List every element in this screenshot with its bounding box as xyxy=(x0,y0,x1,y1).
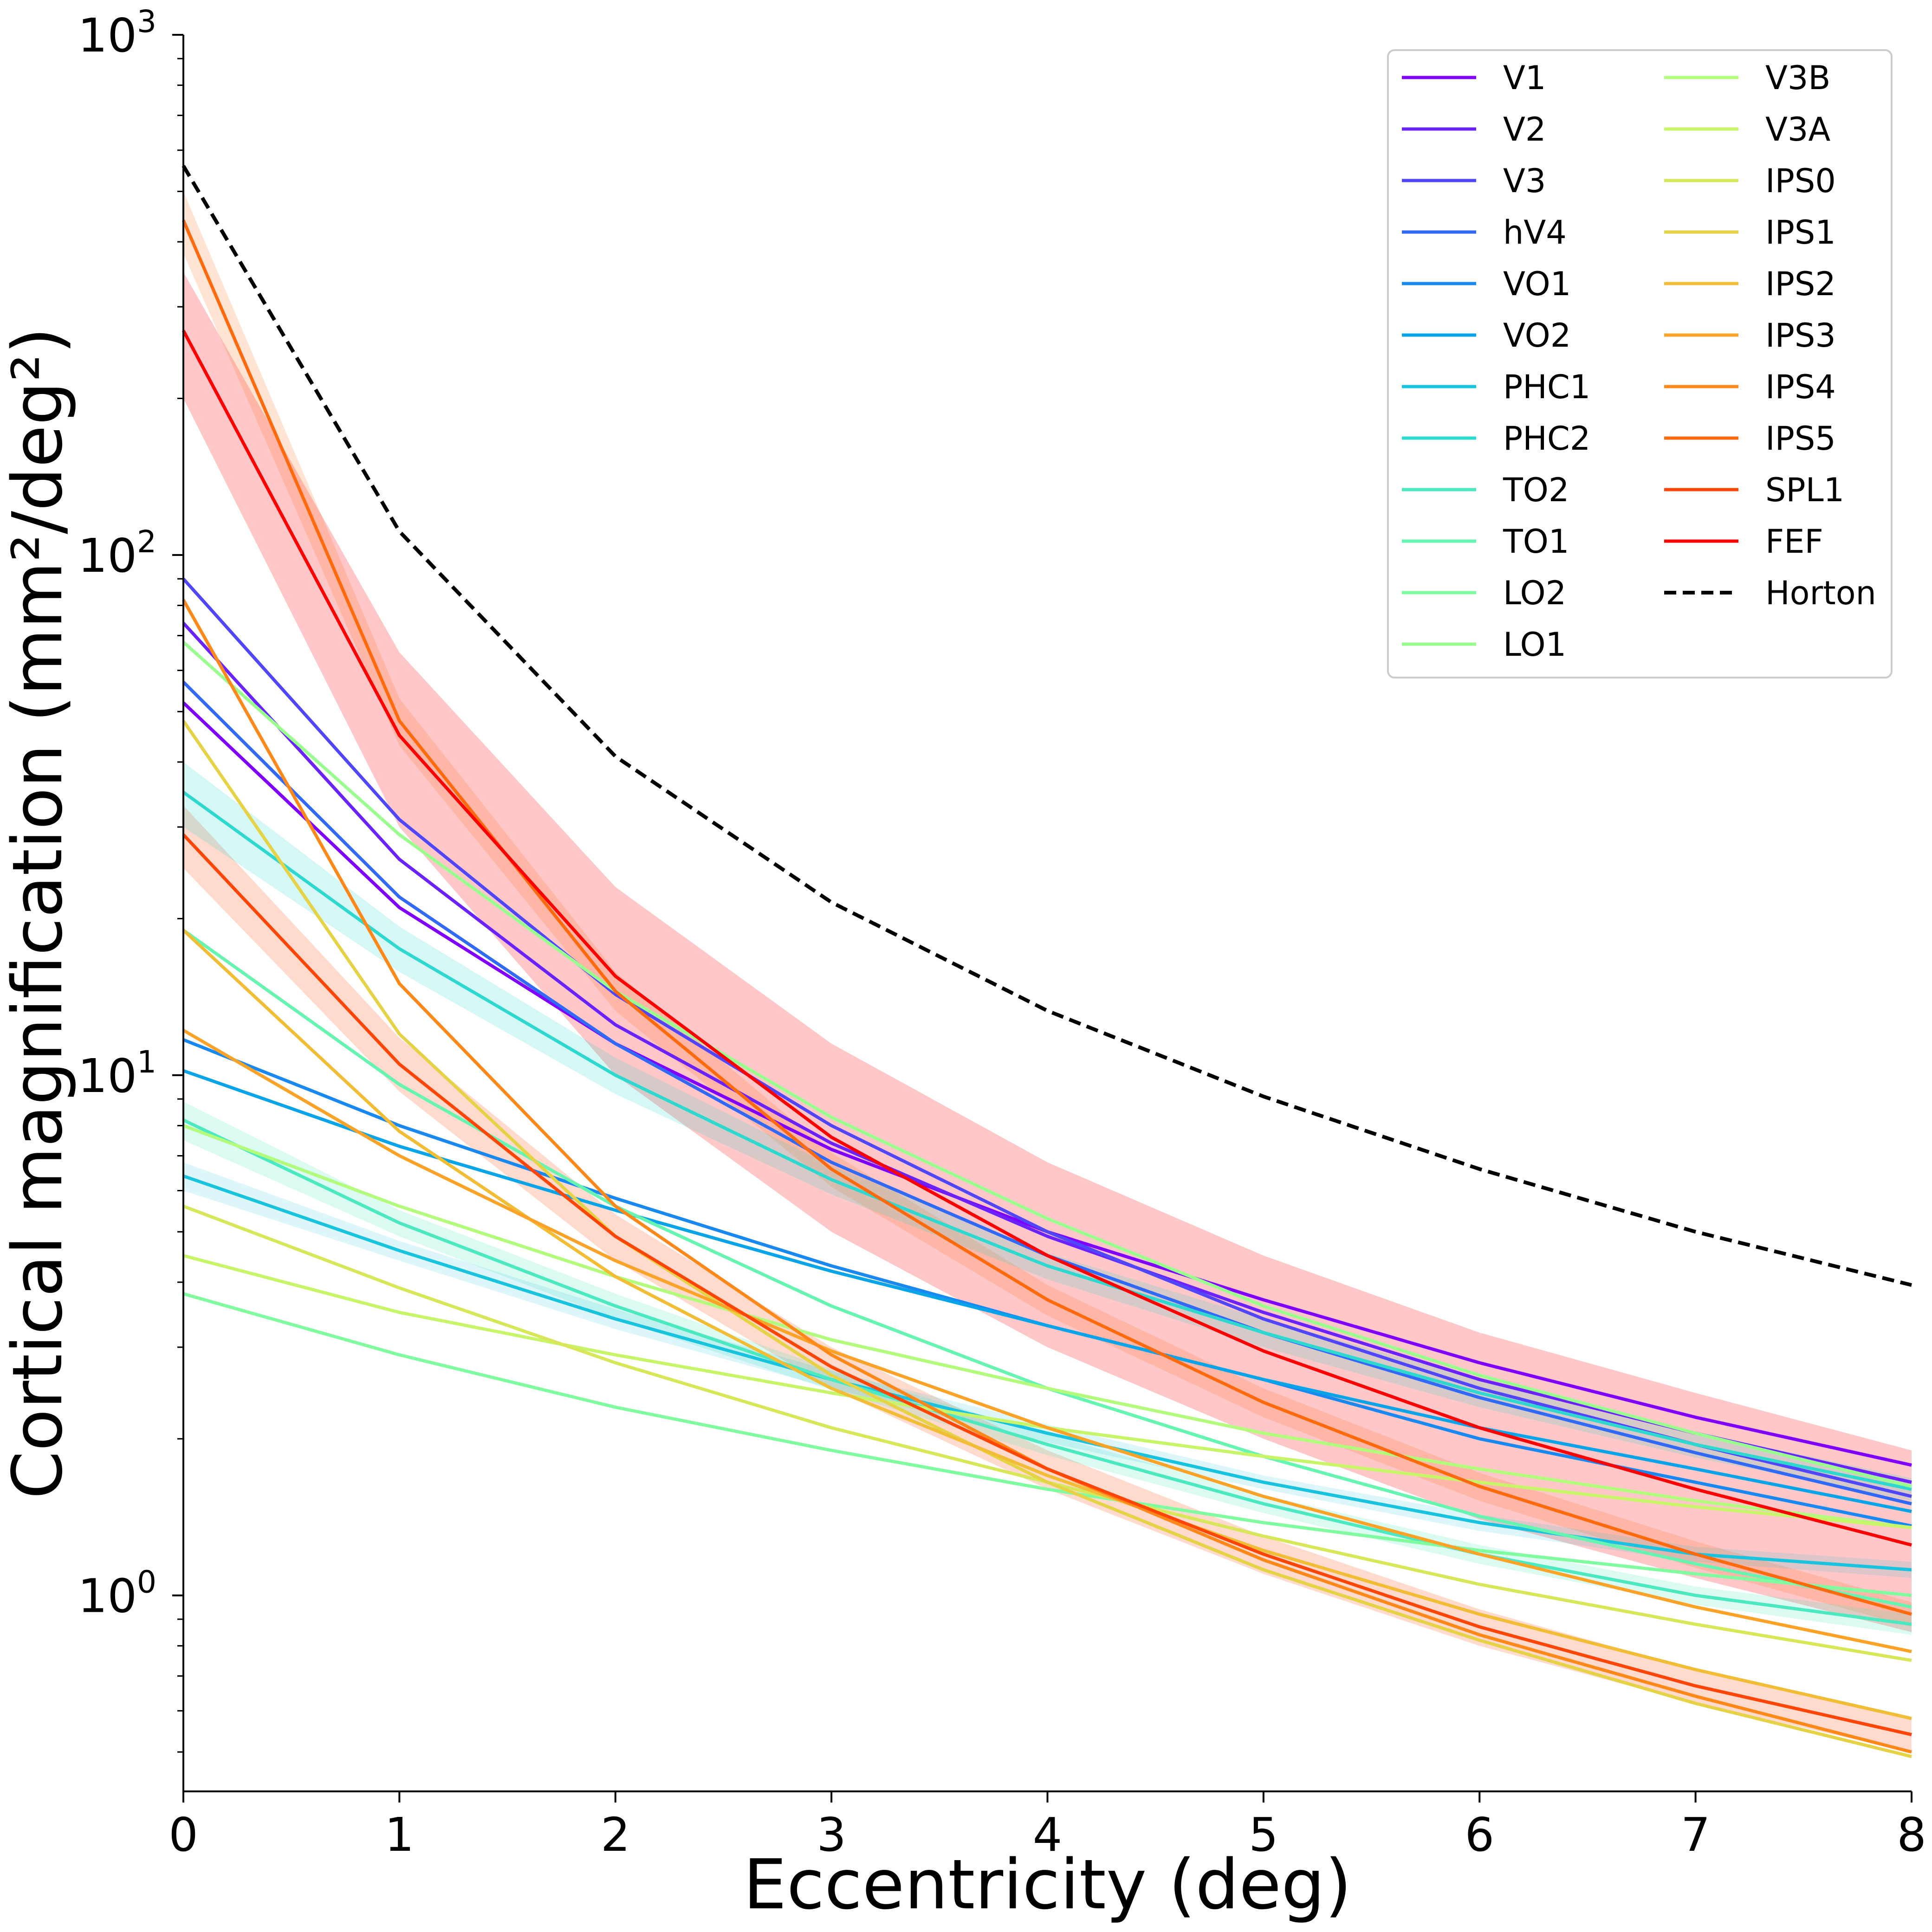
legend-label-vo2: VO2 xyxy=(1503,317,1571,355)
series-line-lo2 xyxy=(183,1292,1912,1597)
series-line-ips2 xyxy=(182,929,1912,1720)
series-line-lo1 xyxy=(182,640,1912,1488)
y-tick-label: 102 xyxy=(78,524,156,583)
legend-label-lo1: LO1 xyxy=(1503,626,1566,664)
legend-label-ips5: IPS5 xyxy=(1765,420,1836,458)
series-line-fef xyxy=(182,330,1912,1547)
series-line-phc2 xyxy=(182,791,1912,1491)
x-tick-label: 8 xyxy=(1897,1808,1926,1862)
x-tick-label: 4 xyxy=(1033,1808,1063,1862)
legend-label-ips3: IPS3 xyxy=(1765,317,1836,355)
legend-label-v3b: V3B xyxy=(1765,59,1830,97)
y-tick-label: 103 xyxy=(78,4,156,63)
x-axis-label: Eccentricity (deg) xyxy=(743,1845,1352,1925)
x-tick-label: 1 xyxy=(385,1808,415,1862)
y-tick-label: 100 xyxy=(78,1564,156,1623)
legend-label-lo2: LO2 xyxy=(1503,574,1566,612)
legend-label-to2: TO2 xyxy=(1503,471,1569,509)
series-line-to2 xyxy=(182,1118,1912,1626)
x-tick-label: 6 xyxy=(1465,1808,1494,1862)
legend-label-horton: Horton xyxy=(1765,574,1876,612)
legend-label-hv4: hV4 xyxy=(1503,213,1567,252)
legend-label-vo1: VO1 xyxy=(1503,265,1571,303)
y-tick-label: 101 xyxy=(78,1044,156,1103)
legend-label-ips1: IPS1 xyxy=(1765,213,1836,252)
legend-label-spl1: SPL1 xyxy=(1765,471,1844,509)
legend-label-phc1: PHC1 xyxy=(1503,368,1590,406)
ticks: 0 1 2 3 4 5 6 7 8 100 101 102 103 xyxy=(78,4,1926,1862)
legend-label-v3a: V3A xyxy=(1765,110,1830,149)
series-line-ips3 xyxy=(182,1028,1912,1654)
legend-label-fef: FEF xyxy=(1765,523,1823,561)
series-lines xyxy=(182,165,1912,1758)
legend-frame xyxy=(1387,49,1893,678)
series-line-v3b xyxy=(182,1124,1912,1530)
x-tick-label: 5 xyxy=(1249,1808,1278,1862)
x-tick-label: 7 xyxy=(1681,1808,1711,1862)
series-line-horton xyxy=(182,165,1912,1287)
series-line-phc1 xyxy=(182,1174,1912,1571)
confidence-bands xyxy=(183,191,1912,1752)
series-line-ips1 xyxy=(182,720,1912,1758)
legend-label-v1: V1 xyxy=(1503,59,1546,97)
series-line-ips5 xyxy=(182,220,1912,1616)
x-tick-label: 0 xyxy=(169,1808,198,1862)
legend: V1 V2 V3 hV4 VO1 VO2 PHC1 PHC2 TO2 TO1 LO2 LO1 V3B V3… xyxy=(1387,49,1893,678)
series-line-spl1 xyxy=(182,834,1912,1737)
legend-label-phc2: PHC2 xyxy=(1503,420,1590,458)
x-tick-label: 2 xyxy=(601,1808,630,1862)
legend-label-v2: V2 xyxy=(1503,110,1546,149)
band-fef xyxy=(183,272,1912,1632)
x-tick-label: 3 xyxy=(817,1808,846,1862)
legend-label-ips2: IPS2 xyxy=(1765,265,1836,303)
legend-label-v3: V3 xyxy=(1503,162,1546,200)
series-line-vo2 xyxy=(182,1069,1912,1513)
legend-label-ips0: IPS0 xyxy=(1765,162,1836,200)
legend-label-ips4: IPS4 xyxy=(1765,368,1836,406)
legend-label-to1: TO1 xyxy=(1503,523,1569,561)
y-axis-label: Cortical magnification (mm²/deg²) xyxy=(0,327,78,1499)
